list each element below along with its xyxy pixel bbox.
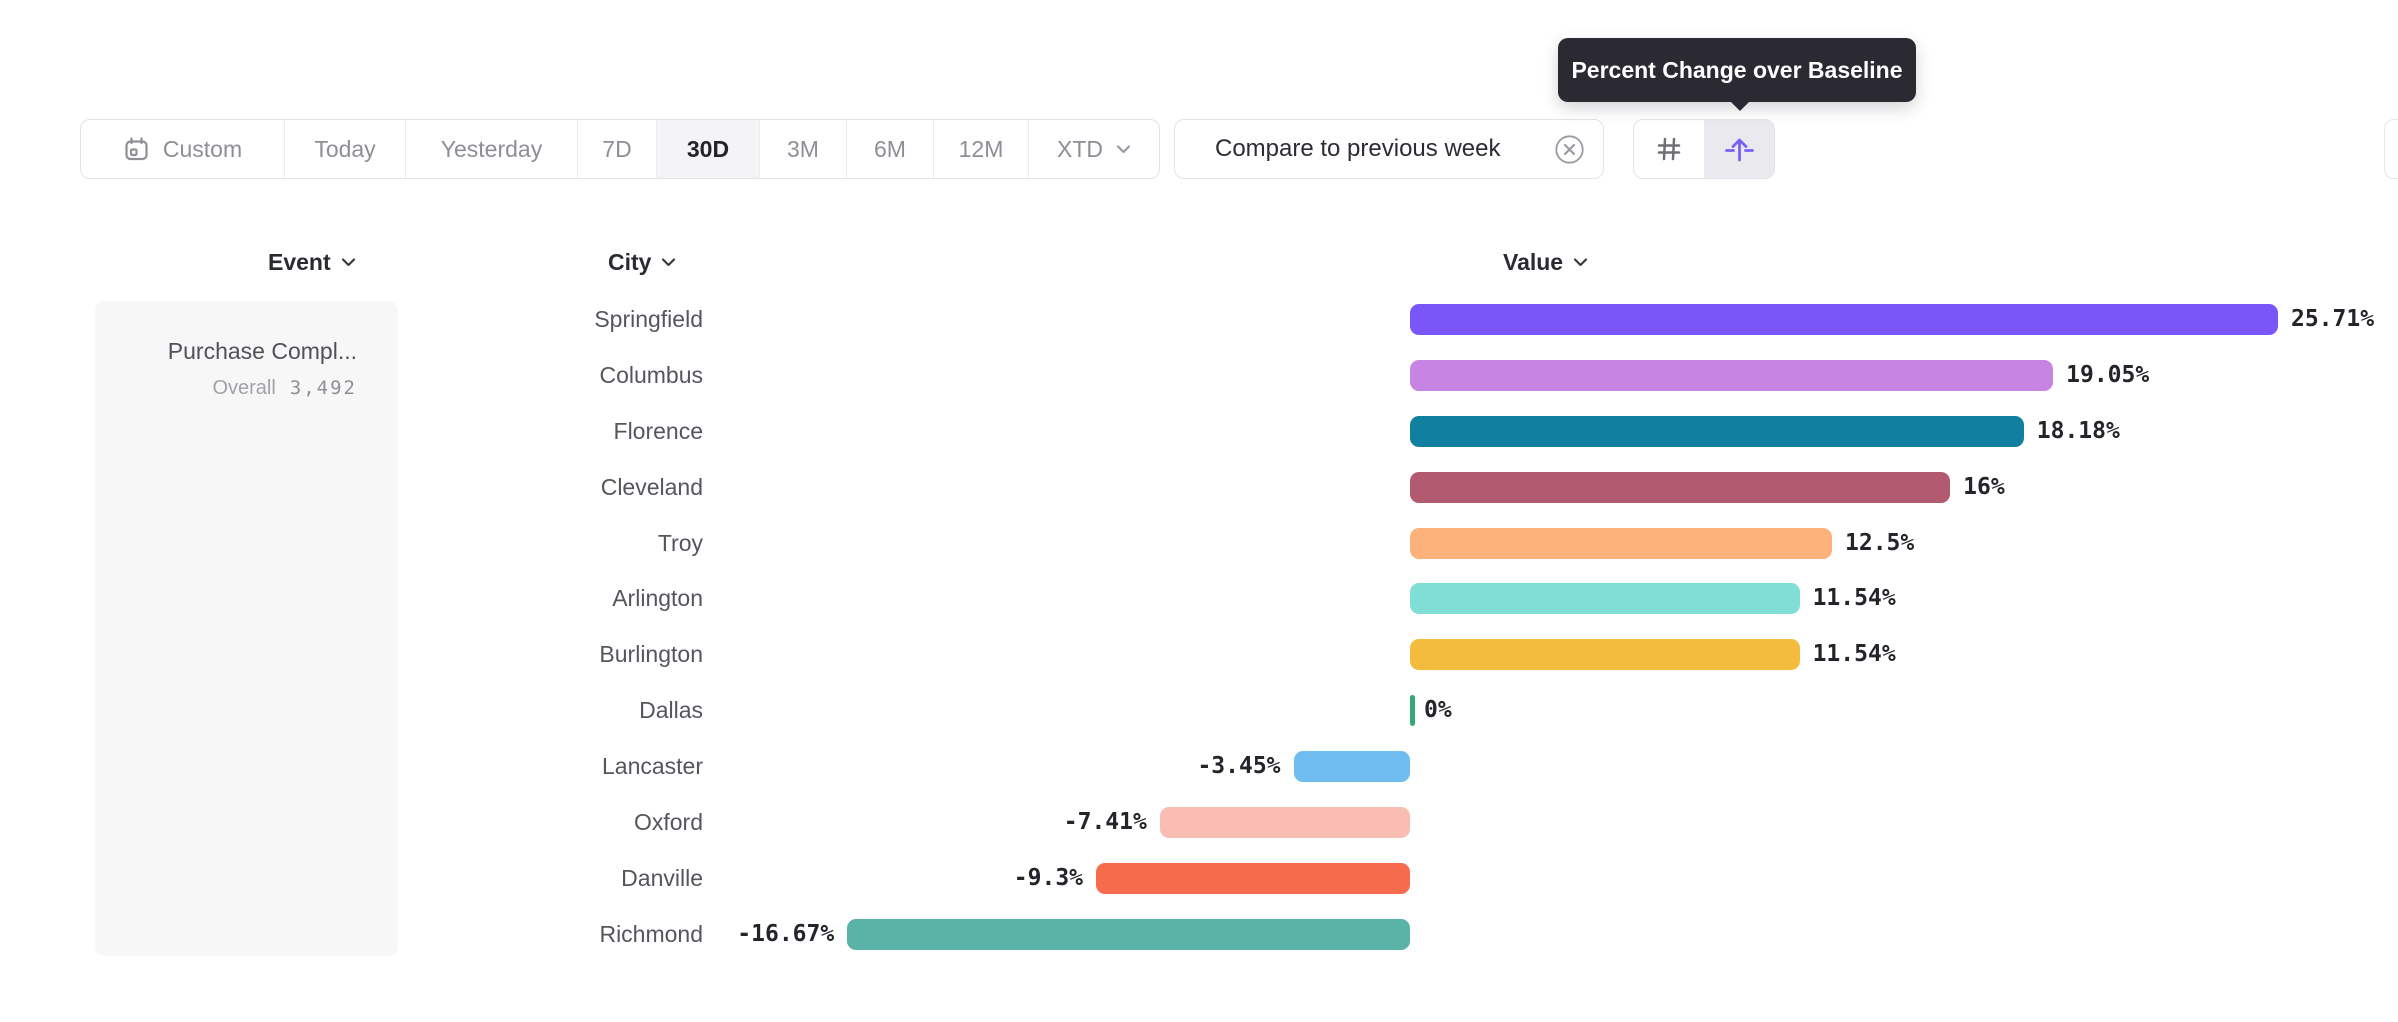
value-label: 25.71%	[2290, 306, 2375, 332]
value-bar[interactable]	[1410, 415, 2024, 447]
bar-row: Oxford -7.41%	[0, 795, 2398, 851]
chevron-down-icon	[661, 257, 676, 267]
city-label: Troy	[657, 529, 703, 556]
value-label: -3.45%	[1197, 753, 1281, 780]
hash-icon	[1654, 134, 1684, 164]
city-label: Dallas	[639, 697, 703, 724]
compare-pill[interactable]: Compare to previous week	[1174, 119, 1604, 179]
value-bar[interactable]	[1096, 862, 1410, 894]
cutoff-right-button[interactable]	[2384, 119, 2398, 179]
value-label: -7.41%	[1063, 809, 1147, 836]
bar-row: Richmond -16.67%	[0, 907, 2398, 963]
date-range-3m[interactable]: 3M	[760, 120, 847, 178]
column-header-value-label: Value	[1503, 248, 1564, 275]
bar-chart: Springfield 25.71% Columbus 19.05% Florence 1…	[0, 292, 2398, 963]
date-range-label: 6M	[874, 135, 906, 162]
city-label: Lancaster	[601, 753, 703, 780]
date-range-selector: Custom Today Yesterday 7D 30D 3M 6M 12M XTD	[80, 119, 1160, 179]
bar-row: Columbus 19.05%	[0, 348, 2398, 404]
date-range-label: 3M	[787, 135, 819, 162]
date-range-label: 30D	[686, 135, 730, 162]
circle-x-icon[interactable]	[1554, 134, 1585, 165]
event-name: Purchase Compl...	[167, 338, 357, 364]
chevron-down-icon	[1116, 144, 1131, 154]
value-bar[interactable]	[847, 918, 1410, 950]
value-bar[interactable]	[1410, 359, 2054, 391]
value-bar[interactable]	[1410, 527, 1832, 559]
date-range-label: Today	[314, 135, 376, 162]
view-mode-toggle	[1633, 119, 1775, 179]
column-header-value[interactable]: Value	[1503, 247, 1588, 277]
date-range-12m[interactable]: 12M	[934, 120, 1029, 178]
city-label: Danville	[621, 864, 703, 891]
column-header-city-label: City	[608, 248, 652, 275]
city-label: Arlington	[612, 585, 703, 612]
value-bar[interactable]	[1410, 695, 1415, 727]
calendar-icon	[123, 136, 150, 163]
bar-row: Springfield 25.71%	[0, 292, 2398, 348]
tooltip-text: Percent Change over Baseline	[1571, 56, 1903, 83]
bar-row: Arlington 11.54%	[0, 571, 2398, 627]
value-bar[interactable]	[1410, 471, 1951, 503]
date-range-label: Yesterday	[440, 135, 543, 162]
event-cell[interactable]: Purchase Compl... Overall 3,492	[95, 301, 398, 956]
tooltip-percent-change-over-baseline: Percent Change over Baseline	[1558, 38, 1916, 111]
value-label: 18.18%	[2036, 417, 2120, 444]
date-range-yesterday[interactable]: Yesterday	[406, 120, 578, 178]
percent-change-baseline-button[interactable]	[1704, 120, 1774, 178]
value-label: -16.67%	[737, 920, 835, 947]
bar-row: Burlington 11.54%	[0, 627, 2398, 683]
value-bar[interactable]	[1410, 639, 1800, 671]
value-bar[interactable]	[1293, 751, 1410, 783]
absolute-values-button[interactable]	[1634, 120, 1704, 178]
value-label: 19.05%	[2066, 361, 2150, 388]
event-overall-label: Overall	[212, 377, 276, 399]
value-label: 11.54%	[1812, 585, 1896, 612]
city-label: Richmond	[599, 920, 703, 947]
column-header-city[interactable]: City	[608, 247, 676, 277]
city-label: Burlington	[599, 641, 703, 668]
compare-label: Compare to previous week	[1215, 135, 1501, 162]
baseline-arrow-icon	[1723, 133, 1756, 166]
bar-row: Cleveland 16%	[0, 460, 2398, 516]
chevron-down-icon	[1573, 257, 1588, 267]
value-label: 16%	[1963, 473, 2005, 500]
value-bar[interactable]	[1410, 583, 1800, 615]
bar-row: Dallas 0%	[0, 683, 2398, 739]
column-header-event[interactable]: Event	[268, 247, 356, 277]
date-range-label: Custom	[162, 135, 243, 162]
value-label: 0%	[1424, 697, 1452, 724]
event-overall: Overall 3,492	[212, 377, 357, 400]
value-label: -9.3%	[1013, 864, 1084, 891]
column-header-event-label: Event	[268, 248, 331, 275]
bar-row: Lancaster -3.45%	[0, 739, 2398, 795]
date-range-label: 7D	[602, 135, 632, 162]
bar-row: Danville -9.3%	[0, 851, 2398, 907]
chevron-down-icon	[341, 257, 356, 267]
value-label: 12.5%	[1845, 529, 1915, 556]
date-range-custom[interactable]: Custom	[81, 120, 285, 178]
event-overall-value: 3,492	[289, 377, 357, 399]
date-range-30d[interactable]: 30D	[657, 120, 760, 178]
date-range-today[interactable]: Today	[285, 120, 406, 178]
city-label: Florence	[613, 417, 703, 444]
city-label: Oxford	[633, 809, 703, 836]
city-label: Cleveland	[600, 473, 703, 500]
date-range-label: 12M	[958, 135, 1004, 162]
date-range-xtd[interactable]: XTD	[1029, 120, 1159, 178]
bar-row: Troy 12.5%	[0, 516, 2398, 572]
date-range-label: XTD	[1057, 135, 1103, 162]
date-range-7d[interactable]: 7D	[578, 120, 657, 178]
value-bar[interactable]	[1410, 304, 2278, 335]
date-range-6m[interactable]: 6M	[847, 120, 934, 178]
bar-row: Florence 18.18%	[0, 404, 2398, 460]
value-bar[interactable]	[1159, 807, 1410, 839]
city-label: Columbus	[599, 361, 703, 388]
city-label: Springfield	[594, 306, 703, 332]
value-label: 11.54%	[1812, 641, 1896, 668]
